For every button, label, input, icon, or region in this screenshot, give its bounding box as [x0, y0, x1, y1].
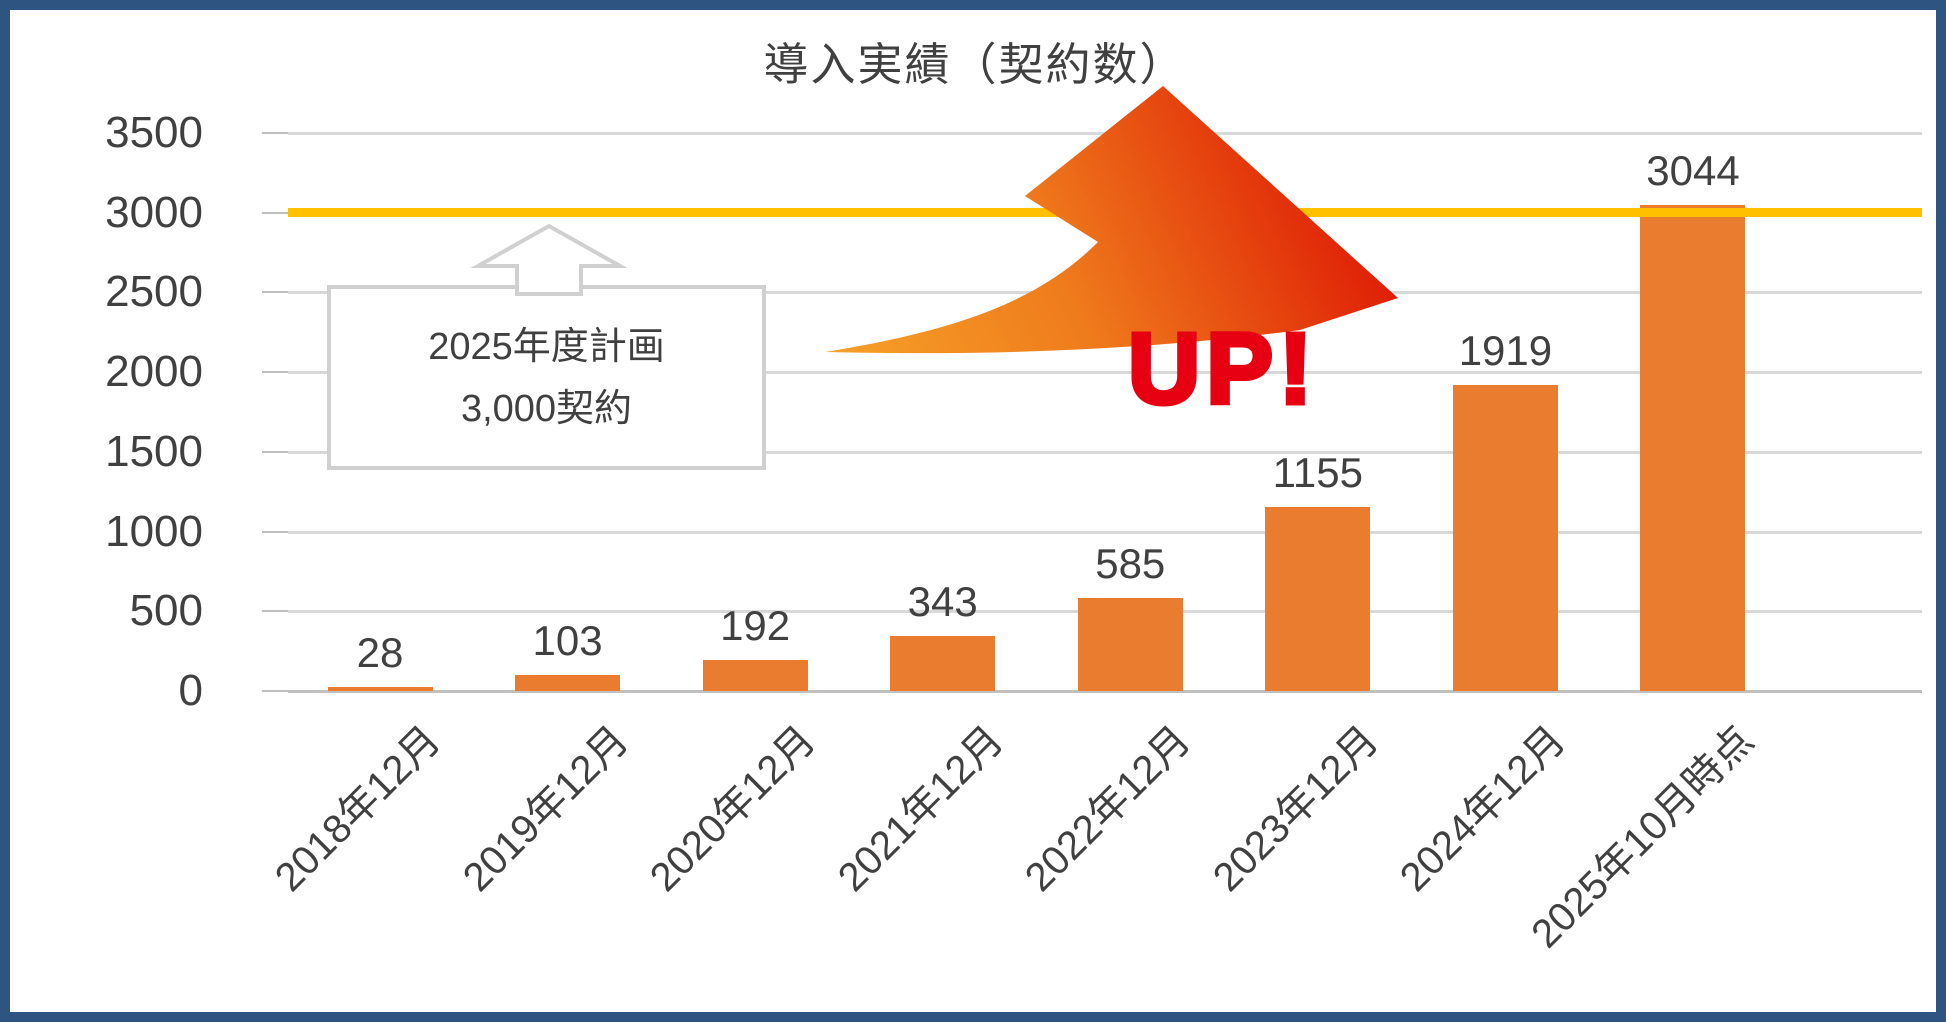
bar	[1265, 506, 1371, 691]
bar-value-label: 1155	[1272, 448, 1363, 496]
gridline-0	[288, 690, 1922, 693]
y-axis-label: 3000	[105, 187, 203, 237]
y-tick-0	[262, 690, 288, 692]
bar	[327, 686, 433, 691]
y-axis-label: 2000	[105, 347, 203, 396]
gridline-1500	[288, 450, 1922, 454]
bar	[1452, 384, 1558, 691]
callout-line1: 2025年度計画	[428, 325, 665, 368]
y-axis-label: 3500	[105, 107, 203, 157]
y-tick-1500	[262, 450, 288, 453]
bar-value-label: 343	[907, 578, 978, 626]
y-tick-2500	[262, 291, 288, 294]
chart-title: 導入実績（契約数）	[763, 39, 1187, 90]
y-tick-1000	[262, 530, 288, 533]
bar	[1640, 205, 1746, 691]
bar-value-label: 3044	[1646, 147, 1740, 195]
bar	[1077, 597, 1183, 691]
bar-value-label: 1919	[1458, 326, 1553, 374]
gridline-2000	[288, 371, 1922, 374]
bar-value-label: 192	[720, 602, 791, 650]
y-axis-label: 1000	[105, 506, 203, 556]
y-axis-label: 500	[129, 586, 203, 636]
callout-line2: 3,000契約	[460, 387, 633, 430]
y-tick-2000	[262, 371, 288, 373]
bar	[890, 636, 996, 691]
bar-value-label: 103	[532, 616, 603, 664]
bar	[515, 674, 621, 691]
y-axis-label: 0	[178, 666, 203, 715]
y-tick-3000	[262, 211, 288, 214]
y-tick-500	[262, 610, 288, 613]
bar-value-label: 585	[1095, 539, 1166, 587]
y-tick-3500	[262, 131, 288, 134]
gridline-1000	[288, 530, 1922, 534]
up-annotation: UP!	[1125, 311, 1319, 428]
y-axis-label: 2500	[105, 267, 203, 317]
y-axis-label: 1500	[105, 426, 203, 476]
target-callout: 2025年度計画 3,000契約	[327, 285, 766, 470]
bar-value-label: 28	[356, 628, 404, 676]
bar	[702, 660, 808, 691]
